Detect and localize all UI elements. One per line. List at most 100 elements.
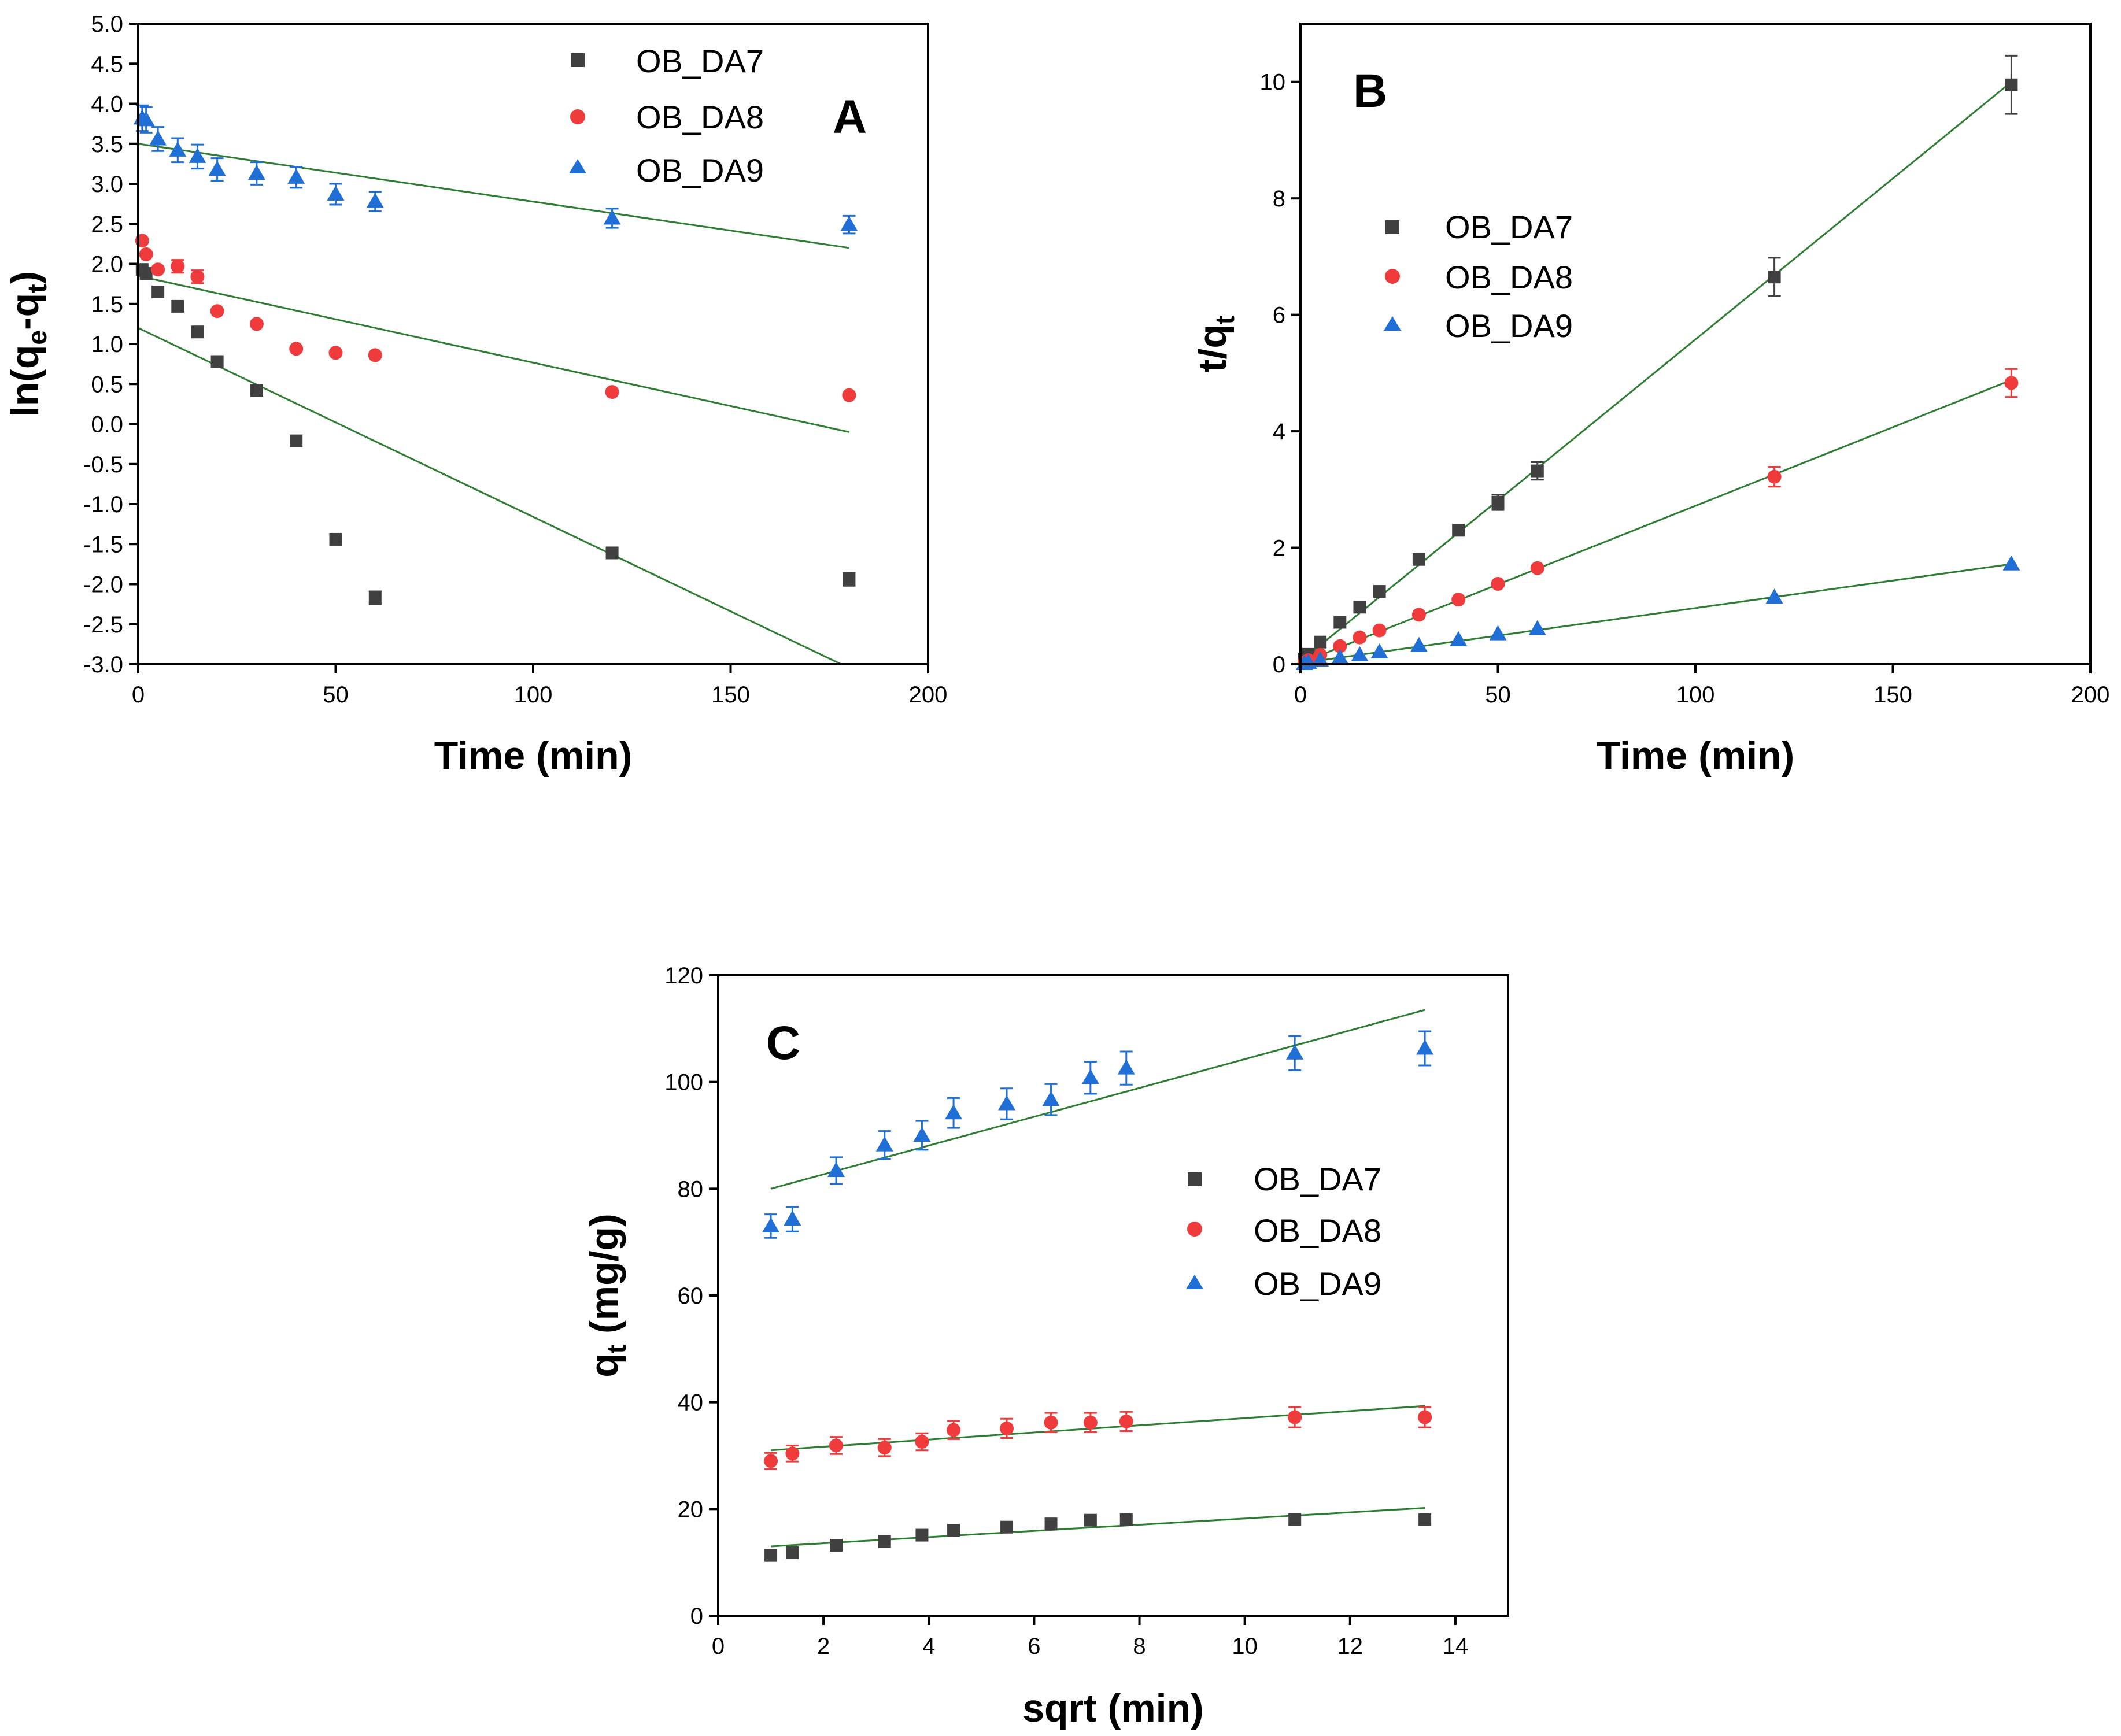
chart-a-y-tick-label: 1.5 [91,292,123,317]
chart-c-point-ob-da8 [1288,1410,1302,1424]
chart-b-marks [1295,54,2020,670]
chart-a-fit-line-ob-da9 [138,143,849,249]
chart-c-y-tick-label: 20 [678,1497,704,1522]
chart-a-point-ob-da9 [287,168,305,184]
chart-c-y-tick-label: 40 [678,1390,704,1416]
chart-a-y-tick-label: -0.5 [83,452,123,478]
chart-b-y-tick-label: 6 [1273,303,1285,328]
chart-a-y-tick-label: 0.0 [91,412,123,438]
chart-b-point-ob-da8 [1767,469,1782,484]
chart-c-point-ob-da7 [786,1546,799,1560]
chart-c-x-tick-label: 6 [1028,1634,1040,1659]
chart-c-y-tick-label: 60 [678,1283,704,1309]
chart-c-point-ob-da9 [784,1210,801,1226]
chart-a-fit-line-ob-da8 [138,275,849,433]
chart-a-y-tick-label: -1.0 [83,492,123,517]
legend-b-marker-ob-da8 [1385,269,1400,284]
legend-c-label-ob-da7: OB_DA7 [1254,1161,1381,1197]
chart-a-point-ob-da9 [169,141,187,157]
chart-c-point-ob-da9 [945,1104,963,1120]
chart-c-point-ob-da8 [764,1454,778,1468]
chart-b-point-ob-da8 [1333,639,1347,653]
chart-c-y-tick-label: 120 [664,963,703,989]
chart-a-y-tick-label: 0.5 [91,372,123,397]
chart-c-x-tick-label: 12 [1337,1634,1364,1659]
chart-c-y-axis-title: qt (mg/g) [582,1213,631,1378]
legend-c-marker-ob-da7 [1188,1172,1202,1186]
chart-c-y-tick-label: 100 [664,1070,703,1095]
chart-a-marks [133,104,858,665]
chart-a-point-ob-da8 [210,304,224,319]
chart-panel-b: 0 50 100 150 200 0 2 4 6 8 10 Time (min) t/qt B OB… [1191,23,2110,778]
chart-b-point-ob-da9 [1528,620,1546,635]
chart-c-point-ob-da7 [915,1528,929,1542]
chart-b-point-ob-da8 [1451,593,1466,607]
chart-a-point-ob-da7 [191,325,204,339]
chart-b-point-ob-da8 [1353,630,1367,645]
chart-a-point-ob-da8 [328,346,343,360]
chart-a-point-ob-da8 [139,247,153,261]
chart-c-point-ob-da8 [1083,1415,1098,1430]
chart-a-ticks: 0 50 100 150 200 -3.0 -2.5 -2.0 -1.5 -1.0 -0.5 0.0 0… [83,12,947,708]
chart-c-point-ob-da8 [1418,1410,1432,1424]
legend-a-label-ob-da8: OB_DA8 [636,99,764,135]
chart-a-point-ob-da8 [605,385,619,399]
chart-c-point-ob-da8 [915,1434,929,1449]
chart-c-point-ob-da9 [1416,1039,1434,1055]
chart-c-point-ob-da7 [1044,1517,1058,1531]
chart-c-ticks: 0 2 4 6 8 10 12 14 0 20 40 60 80 100 120 [664,963,1468,1659]
chart-a-point-ob-da9 [327,186,345,201]
chart-a-point-ob-da8 [289,342,304,356]
chart-c-ylabel-part-2: t [601,1345,631,1353]
chart-a-x-tick-label: 0 [132,682,145,708]
chart-b-ylabel-part-2: t [1210,316,1240,324]
chart-b-point-ob-da7 [1768,271,1781,284]
chart-b-point-ob-da9 [1450,631,1468,646]
chart-c-point-ob-da9 [875,1136,893,1152]
chart-b-legend: OB_DA7 OB_DA8 OB_DA9 [1384,209,1573,344]
chart-a-y-tick-label: 1.0 [91,332,123,357]
chart-b-point-ob-da7 [1412,553,1425,566]
chart-b-point-ob-da9 [1370,643,1388,658]
chart-c-panel-label: C [766,1017,800,1069]
legend-a-marker-ob-da9 [569,159,586,173]
chart-c-x-tick-label: 8 [1133,1634,1146,1659]
chart-c-point-ob-da9 [1286,1044,1304,1060]
chart-b-x-tick-label: 200 [2071,682,2110,708]
chart-b-point-ob-da8 [1491,576,1505,591]
chart-b-y-axis-title: t/qt [1191,316,1240,372]
chart-b-point-ob-da7 [1452,524,1465,537]
chart-a-point-ob-da9 [603,209,621,225]
chart-a-y-tick-label: 4.5 [91,51,123,77]
chart-c-point-ob-da7 [1119,1513,1133,1526]
chart-b-y-tick-label: 10 [1260,70,1286,95]
chart-a-x-tick-label: 50 [323,682,349,708]
chart-c-point-ob-da8 [1119,1414,1133,1428]
chart-c-point-ob-da8 [785,1446,800,1461]
chart-c-point-ob-da8 [947,1423,961,1437]
chart-a-y-tick-label: 3.5 [91,132,123,157]
chart-c-ylabel-part-3: (mg/g) [582,1213,626,1345]
chart-b-point-ob-da9 [2002,555,2020,571]
chart-c-y-tick-label: 0 [690,1604,703,1629]
chart-a-point-ob-da7 [329,532,342,546]
chart-b-point-ob-da9 [1311,651,1329,667]
chart-b-x-tick-label: 0 [1294,682,1307,708]
chart-c-x-tick-label: 10 [1232,1634,1258,1659]
chart-c-point-ob-da9 [1042,1091,1060,1106]
chart-c-point-ob-da7 [947,1524,960,1537]
chart-a-y-tick-label: 3.0 [91,172,123,197]
chart-b-point-ob-da8 [1372,623,1387,638]
chart-a-point-ob-da7 [368,591,382,605]
chart-a-point-ob-da7 [250,384,263,397]
chart-b-y-tick-label: 4 [1273,419,1285,445]
chart-c-point-ob-da7 [1000,1520,1014,1534]
chart-a-point-ob-da8 [190,269,205,284]
chart-c-point-ob-da7 [1418,1513,1432,1526]
chart-c-point-ob-da9 [762,1217,780,1232]
chart-a-x-tick-label: 100 [514,682,553,708]
chart-a-ylabel-part-3: -q [3,293,47,330]
chart-a-y-tick-label: 5.0 [91,12,123,37]
chart-a-panel-label: A [833,91,867,143]
